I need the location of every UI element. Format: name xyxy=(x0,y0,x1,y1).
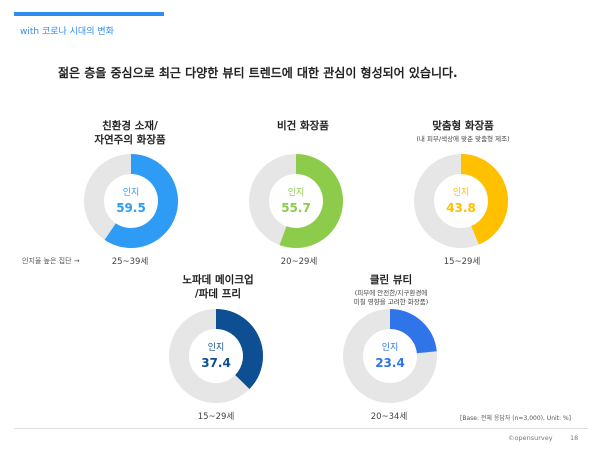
donut-value-custom: 43.8 xyxy=(446,201,476,215)
donut-center-nofoundation xyxy=(190,330,242,382)
donut-center-vegan xyxy=(270,175,322,227)
donut-value-nofoundation: 37.4 xyxy=(201,356,231,370)
donut-arc-vegan xyxy=(279,154,343,248)
donut-center-eco xyxy=(105,175,157,227)
donut-value-vegan: 55.7 xyxy=(281,201,311,215)
donut-label-vegan: 비건 화장품 xyxy=(277,120,329,132)
donut-center-label-nofoundation: 인지 xyxy=(208,342,225,353)
donut-value-eco: 59.5 xyxy=(116,201,146,215)
donut-caption-clean: 20~34세 xyxy=(370,412,408,422)
donut-caption-eco: 25~39세 xyxy=(111,257,149,267)
donut-sublabel-custom: (내 피부/색상에 맞춘 맞춤형 제조) xyxy=(416,135,510,143)
footer-brand: ©opensurvey xyxy=(508,434,553,442)
donut-center-label-eco: 인지 xyxy=(123,187,140,198)
donut-center-custom xyxy=(435,175,487,227)
donut-caption-custom: 15~29세 xyxy=(443,257,481,267)
donut-arc-clean xyxy=(389,309,437,354)
donut-center-label-vegan: 인지 xyxy=(288,187,305,198)
donut-caption-vegan: 20~29세 xyxy=(280,257,318,267)
high-awareness-note: 인지율 높은 집단 → xyxy=(22,257,80,265)
page-headline: 젊은 층을 중심으로 최근 다양한 뷰티 트렌드에 대한 관심이 형성되어 있습… xyxy=(58,66,458,80)
header-accent-bar xyxy=(14,12,164,16)
donut-sublabel-clean: (피부에 안전한/지구환경에 미칠 영향을 고려한 화장품) xyxy=(353,289,429,306)
donut-label-clean: 클린 뷰티 xyxy=(369,274,413,286)
donut-value-clean: 23.4 xyxy=(375,356,405,370)
donut-center-label-custom: 인지 xyxy=(453,187,470,198)
donut-label-eco: 친환경 소재/ 자연주의 화장품 xyxy=(94,120,166,146)
donut-arc-nofoundation xyxy=(215,309,263,390)
base-note: [Base: 전체 응답자 (n=3,000), Unit: %] xyxy=(460,415,571,422)
footer-divider xyxy=(14,428,588,429)
page-number: 18 xyxy=(570,434,579,442)
donut-arc-custom xyxy=(460,154,508,245)
donut-center-label-clean: 인지 xyxy=(382,342,399,353)
donut-arc-eco xyxy=(104,154,178,248)
donut-label-nofoundation: 노파데 메이크업 /파데 프리 xyxy=(182,274,254,300)
section-title: with 코로나 시대의 변화 xyxy=(20,27,114,37)
donut-label-custom: 맞춤형 화장품 xyxy=(432,120,494,132)
donut-center-clean xyxy=(364,330,416,382)
donut-caption-nofoundation: 15~29세 xyxy=(197,412,235,422)
